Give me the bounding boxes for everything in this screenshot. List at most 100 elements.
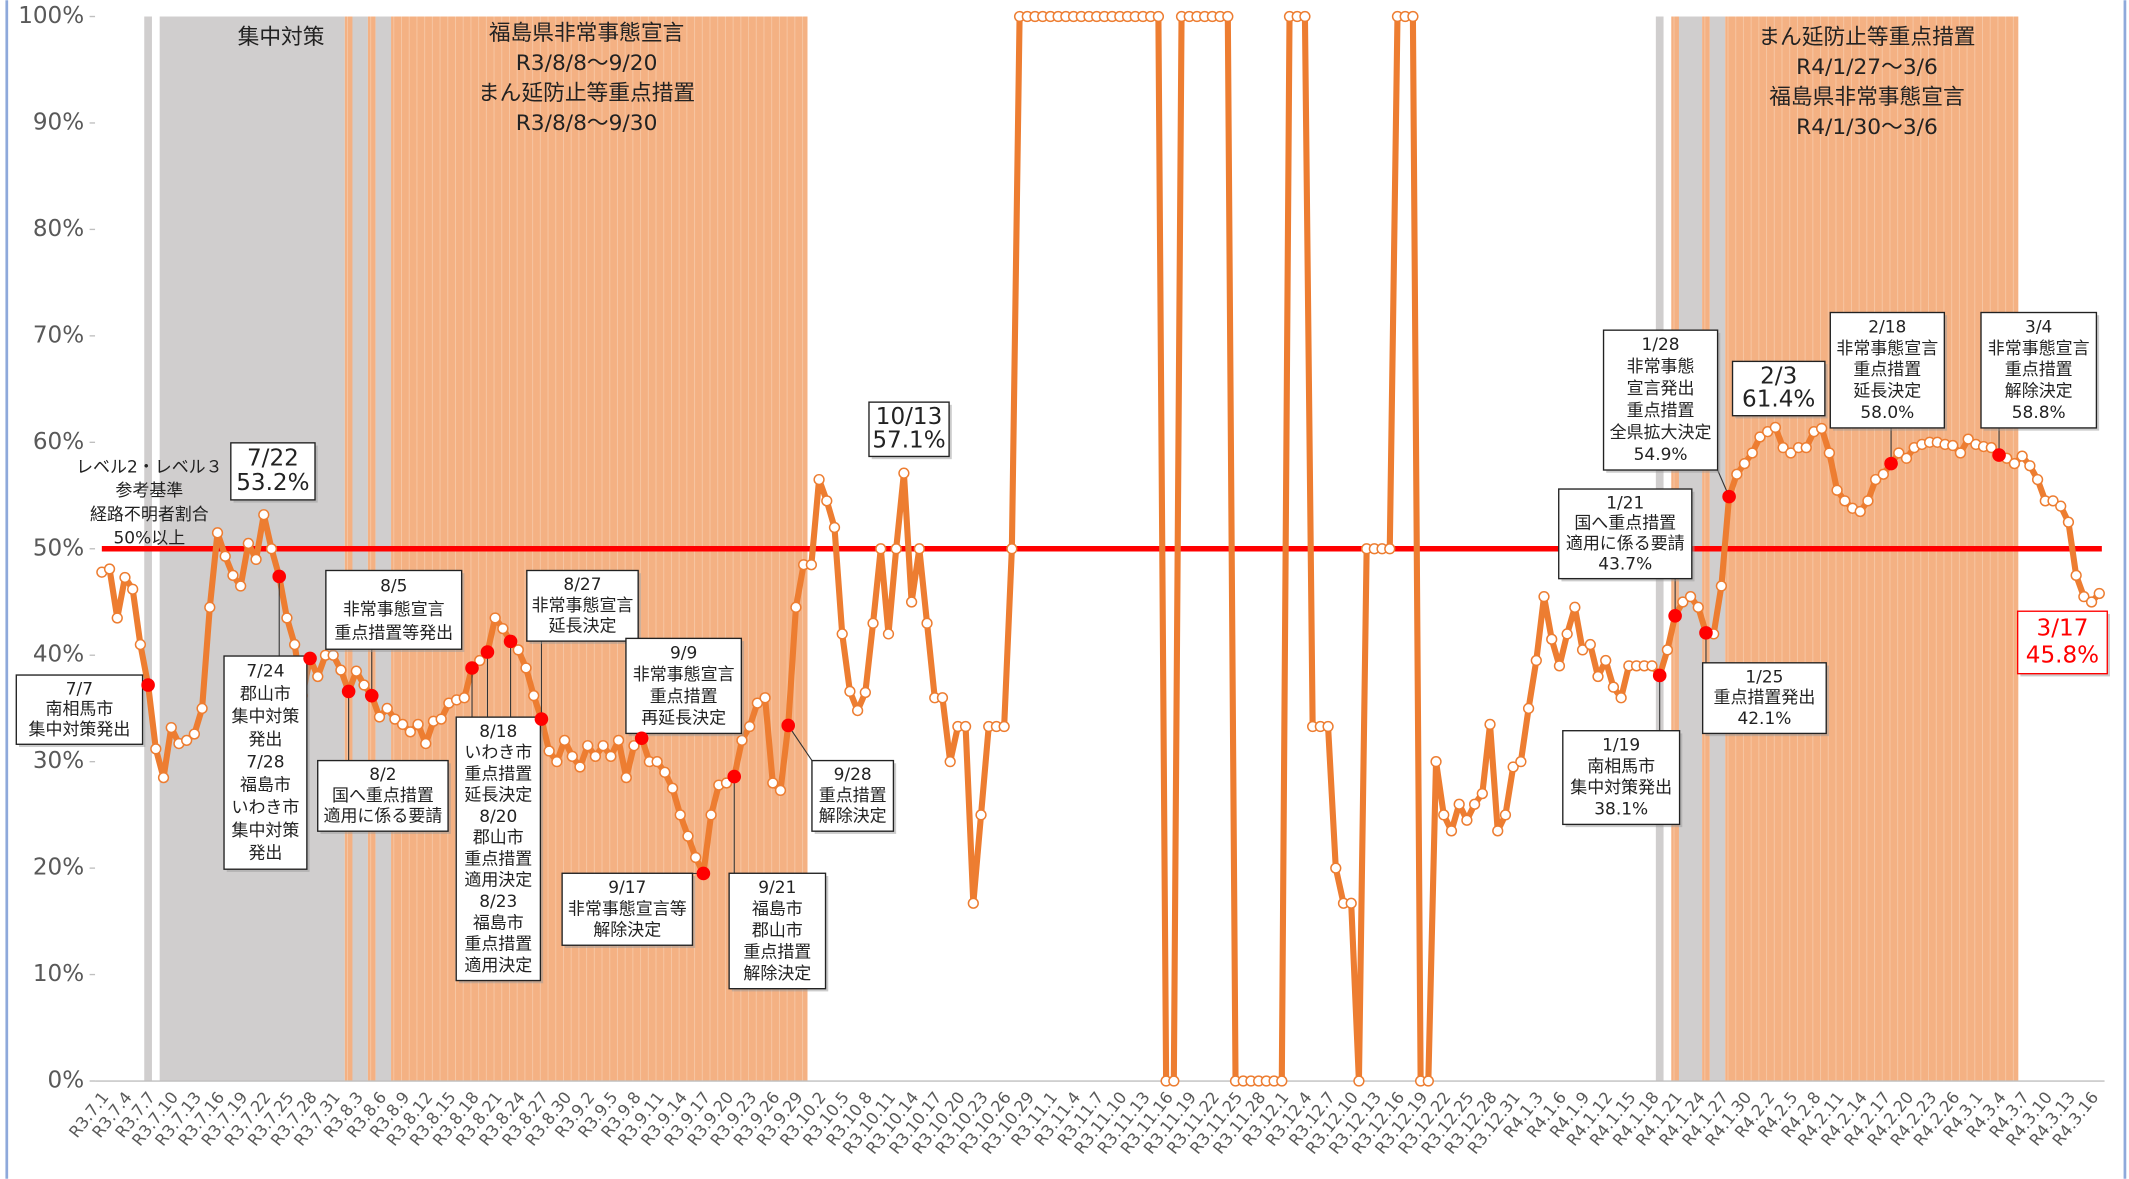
point — [1468, 798, 1481, 810]
point — [1754, 431, 1766, 443]
y-tick-label: 50% — [33, 535, 84, 561]
annotation-text: 重点措置 — [743, 942, 811, 962]
highlight-point — [364, 688, 379, 703]
annotation-text: 解除決定 — [2005, 382, 2073, 402]
highlight-point — [341, 684, 356, 699]
point — [1530, 654, 1542, 667]
point — [1615, 692, 1627, 704]
point — [250, 553, 262, 566]
annotation-text: 58.0% — [1860, 403, 1914, 423]
point — [944, 756, 956, 768]
annotation-text: 2/18 — [1868, 317, 1906, 337]
annotation-text: 宣言発出 — [1627, 379, 1695, 399]
point — [867, 617, 879, 629]
point — [959, 720, 972, 733]
threshold-label: 参考基準 — [115, 481, 183, 501]
point — [774, 784, 787, 797]
point — [1422, 1075, 1434, 1087]
point — [805, 559, 817, 571]
point — [566, 750, 578, 762]
point — [558, 734, 571, 747]
point — [674, 809, 686, 821]
annotation-text: 適用に係る要請 — [1566, 534, 1685, 554]
point — [350, 665, 362, 677]
point — [119, 571, 131, 584]
point — [1538, 591, 1550, 603]
point — [2047, 495, 2059, 507]
point — [851, 704, 864, 717]
annotation-text: 9/9 — [670, 643, 697, 663]
annotation-text: 国へ重点措置 — [1574, 514, 1676, 534]
annotation-text: 重点措置 — [1853, 360, 1921, 380]
highlight-point — [1652, 668, 1667, 683]
point — [1877, 468, 1889, 480]
period-label: 福島県非常事態宣言 — [1769, 85, 1964, 110]
point — [1330, 862, 1342, 874]
y-tick-label: 60% — [33, 429, 84, 455]
annotation-text: 郡山市 — [240, 684, 291, 704]
highlight-point — [696, 866, 711, 881]
annotation-text: 非常事態 — [1627, 357, 1695, 377]
point — [875, 543, 887, 555]
period-label: R4/1/30～3/6 — [1796, 115, 1938, 140]
point — [474, 654, 486, 667]
annotation-box — [868, 401, 950, 458]
annotation-text: 福島市 — [240, 775, 291, 795]
point — [589, 750, 602, 762]
annotation-text: 7/22 — [247, 446, 299, 472]
annotation-text: 南相馬市 — [45, 700, 113, 720]
point — [1592, 670, 1604, 683]
point — [528, 690, 540, 702]
highlight-point — [503, 634, 518, 649]
point — [1407, 10, 1419, 23]
highlight-point — [1699, 626, 1713, 640]
point — [1816, 422, 1828, 435]
annotation-text: 重点措置 — [464, 935, 532, 955]
point — [2062, 516, 2075, 528]
annotation-box — [1701, 662, 1827, 735]
point — [1646, 660, 1658, 672]
y-tick-label: 90% — [33, 109, 84, 135]
point — [1584, 638, 1596, 651]
point — [2008, 457, 2021, 470]
annotation-box — [317, 759, 449, 832]
highlight-point — [781, 718, 796, 733]
point — [242, 537, 255, 550]
annotation-text: 非常事態宣言 — [1836, 339, 1938, 359]
point — [204, 601, 216, 613]
annotation-text: 8/18 — [479, 722, 517, 742]
annotation-text: 適用決定 — [464, 871, 532, 891]
point — [1576, 644, 1589, 656]
annotation-text: 7/24 — [246, 661, 284, 681]
point — [1299, 10, 1311, 23]
annotation-text: 解除決定 — [819, 807, 887, 827]
annotation-box — [811, 759, 895, 832]
annotation-text: 重点措置 — [650, 687, 718, 707]
point — [1345, 897, 1357, 909]
point — [2031, 473, 2044, 486]
point — [1461, 814, 1473, 826]
highlight-point — [272, 569, 287, 584]
point — [744, 720, 756, 733]
point — [396, 718, 409, 731]
point — [412, 718, 424, 731]
annotation-text: いわき市 — [464, 743, 532, 763]
point — [1738, 457, 1751, 470]
annotation-box — [1562, 730, 1681, 826]
annotation-box — [455, 716, 542, 982]
y-tick-label: 70% — [33, 322, 84, 348]
point — [612, 734, 625, 747]
point — [1677, 596, 1689, 608]
point — [1800, 442, 1812, 454]
point — [1692, 601, 1704, 613]
point — [921, 617, 933, 629]
point — [543, 745, 555, 757]
point — [1839, 495, 1851, 507]
point — [1777, 442, 1789, 454]
annotation-box — [1829, 311, 1946, 429]
point — [1430, 756, 1442, 768]
point — [620, 771, 632, 784]
annotation-text: 54.9% — [1634, 445, 1688, 465]
point — [404, 726, 416, 738]
point — [258, 509, 270, 521]
